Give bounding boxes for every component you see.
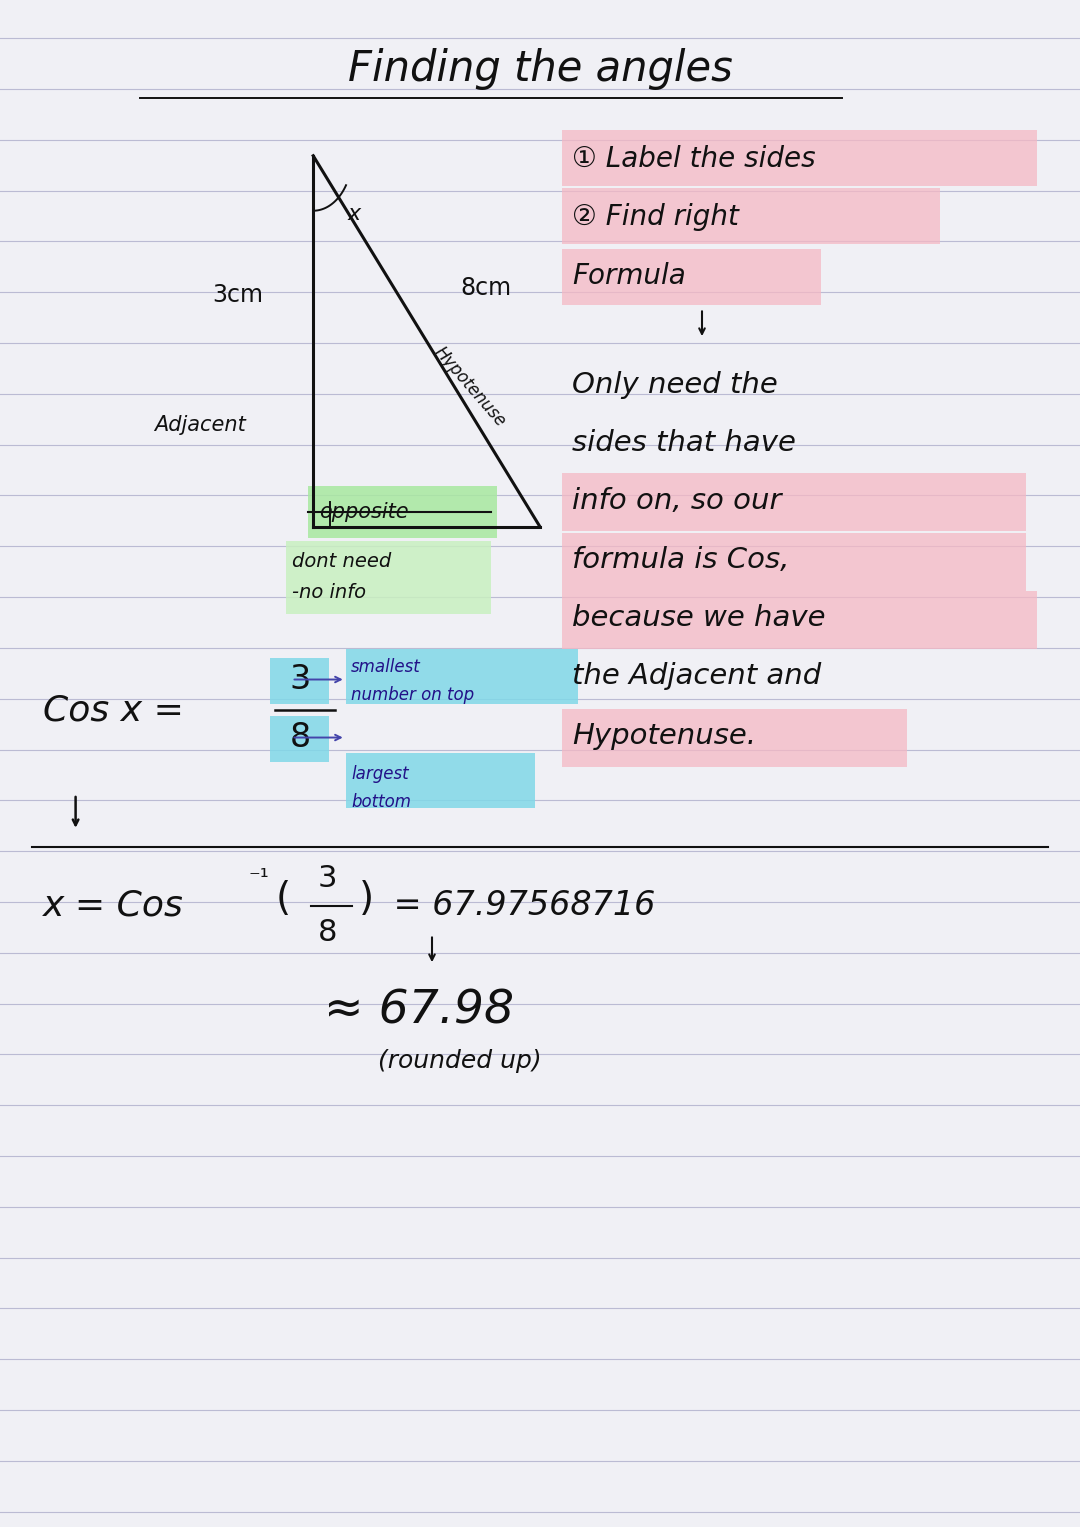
Text: Adjacent: Adjacent [154,415,245,435]
Text: sides that have: sides that have [572,429,796,457]
Text: largest: largest [351,765,408,783]
FancyBboxPatch shape [562,249,821,305]
FancyBboxPatch shape [562,533,1026,591]
FancyBboxPatch shape [286,541,491,614]
FancyBboxPatch shape [562,591,1037,649]
Text: x = Cos: x = Cos [43,889,184,922]
Text: Formula: Formula [572,263,686,290]
FancyBboxPatch shape [346,649,578,704]
Text: because we have: because we have [572,605,826,632]
Text: Hypotenuse: Hypotenuse [431,344,509,431]
Text: = 67.97568716: = 67.97568716 [383,889,656,922]
Text: number on top: number on top [351,686,474,704]
Text: bottom: bottom [351,793,411,811]
FancyBboxPatch shape [270,658,329,704]
Text: 3cm: 3cm [212,284,264,307]
FancyBboxPatch shape [562,473,1026,531]
Text: Only need the: Only need the [572,371,779,399]
FancyBboxPatch shape [346,753,535,808]
Text: Finding the angles: Finding the angles [348,47,732,90]
FancyBboxPatch shape [562,188,940,244]
Text: -no info: -no info [292,583,366,602]
Text: 8: 8 [289,721,311,754]
Text: dont need: dont need [292,553,391,571]
Text: Hypotenuse.: Hypotenuse. [572,722,756,750]
FancyBboxPatch shape [562,709,907,767]
Text: smallest: smallest [351,658,421,676]
Text: ② Find right: ② Find right [572,203,740,231]
Text: ): ) [359,881,374,918]
FancyBboxPatch shape [270,716,329,762]
Text: 8cm: 8cm [460,276,512,299]
Text: the Adjacent and: the Adjacent and [572,663,822,690]
FancyBboxPatch shape [562,130,1037,186]
Text: opposite: opposite [319,501,408,522]
Text: x: x [348,203,361,224]
Text: ① Label the sides: ① Label the sides [572,145,816,173]
FancyBboxPatch shape [308,486,497,538]
Text: 8: 8 [318,919,337,947]
Text: info on, so our: info on, so our [572,487,782,515]
Text: 3: 3 [318,864,337,892]
Text: (rounded up): (rounded up) [378,1049,542,1073]
Text: ≈ 67.98: ≈ 67.98 [324,988,514,1034]
Text: (: ( [275,881,291,918]
Text: Cos x =: Cos x = [43,693,184,727]
Text: ⁻¹: ⁻¹ [248,867,269,889]
Text: 3: 3 [289,663,311,696]
Text: formula is Cos,: formula is Cos, [572,547,789,574]
